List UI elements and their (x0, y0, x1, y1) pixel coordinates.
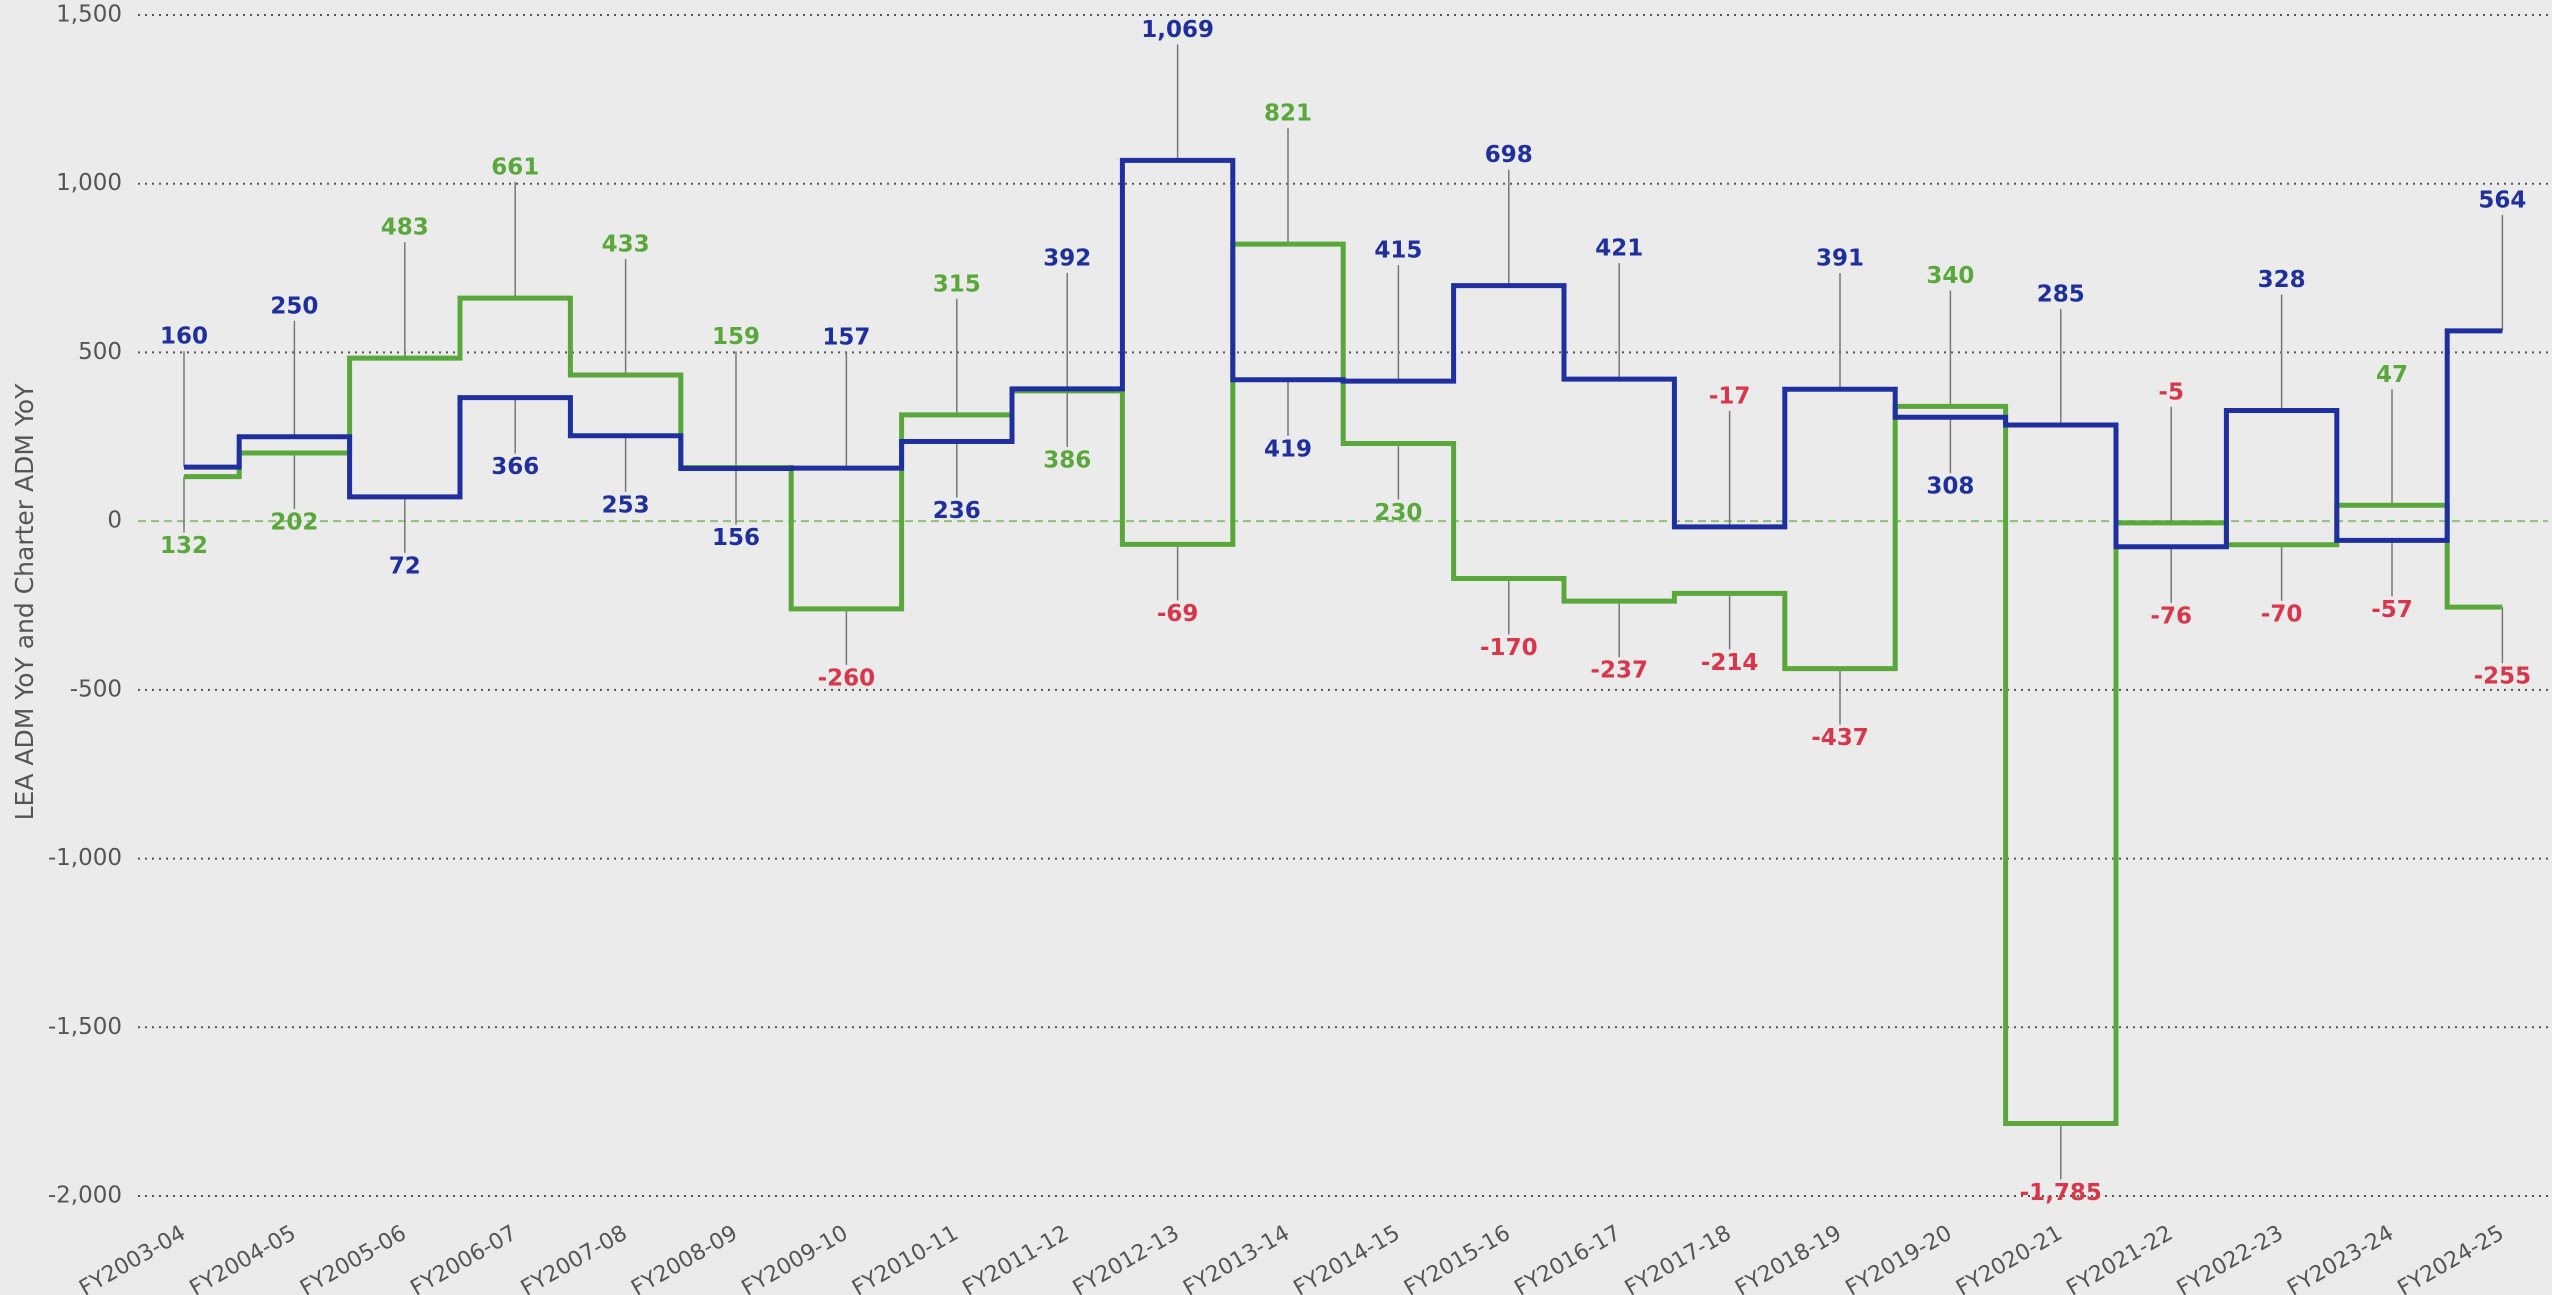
x-tick-label: FY2020-21 (1952, 1221, 2067, 1295)
data-label: 661 (491, 155, 539, 181)
x-tick-label: FY2010-11 (848, 1221, 963, 1295)
data-label: -57 (2371, 597, 2413, 623)
data-label: 160 (160, 324, 208, 350)
x-tick-label: FY2004-05 (186, 1221, 301, 1295)
data-label: -17 (1709, 383, 1751, 409)
y-axis-title: LEA ADM YoY and Charter ADM YoY (10, 383, 39, 821)
data-label: 72 (389, 553, 421, 579)
data-label: 415 (1374, 238, 1422, 264)
y-tick-label: -500 (70, 676, 122, 702)
x-tick-label: FY2006-07 (406, 1221, 521, 1295)
x-tick-label: FY2015-16 (1400, 1221, 1515, 1295)
y-tick-label: -1,500 (48, 1014, 122, 1040)
data-label: 366 (491, 454, 539, 480)
data-label: 1,069 (1141, 17, 1214, 43)
x-tick-label: FY2021-22 (2062, 1221, 2177, 1295)
y-tick-label: 1,500 (56, 2, 122, 28)
data-label: -255 (2474, 664, 2532, 690)
data-label: 564 (2478, 187, 2526, 213)
x-tick-label: FY2011-12 (958, 1221, 1073, 1295)
y-tick-label: 0 (107, 508, 122, 534)
data-label: -237 (1590, 658, 1648, 684)
data-label: 340 (1926, 263, 1974, 289)
data-label: 391 (1816, 246, 1864, 272)
y-tick-label: -1,000 (48, 845, 122, 871)
x-tick-label: FY2012-13 (1069, 1221, 1184, 1295)
x-tick-label: FY2003-04 (75, 1221, 190, 1295)
data-label: 308 (1926, 474, 1974, 500)
data-label: 315 (933, 271, 981, 297)
data-label: 419 (1264, 436, 1312, 462)
step-line (184, 241, 2503, 1126)
x-tick-label: FY2017-18 (1621, 1221, 1736, 1295)
x-tick-label: FY2008-09 (627, 1221, 742, 1295)
data-label: 236 (933, 498, 981, 524)
x-tick-label: FY2016-17 (1510, 1221, 1625, 1295)
x-tick-label: FY2022-23 (2173, 1221, 2288, 1295)
data-label: 250 (270, 293, 318, 319)
data-label: -69 (1157, 601, 1199, 627)
data-label: 159 (712, 324, 760, 350)
data-label: 328 (2258, 267, 2306, 293)
data-label: 421 (1595, 236, 1643, 262)
data-label: -76 (2150, 603, 2192, 629)
x-tick-label: FY2013-14 (1179, 1221, 1294, 1295)
step-line (184, 157, 2503, 550)
data-label: 433 (602, 232, 650, 258)
x-tick-label: FY2014-15 (1290, 1221, 1405, 1295)
data-label: 157 (822, 325, 870, 351)
data-label: -70 (2261, 601, 2303, 627)
data-label: 230 (1374, 500, 1422, 526)
y-tick-label: 500 (78, 339, 122, 365)
x-tick-label: FY2019-20 (1842, 1221, 1957, 1295)
x-tick-label: FY2007-08 (517, 1221, 632, 1295)
data-label: -260 (818, 665, 876, 691)
data-label: 483 (381, 215, 429, 241)
data-label: 47 (2376, 362, 2408, 388)
data-label: -214 (1701, 650, 1759, 676)
data-label: 821 (1264, 101, 1312, 127)
x-tick-label: FY2009-10 (738, 1221, 853, 1295)
data-label: 202 (270, 509, 318, 535)
x-tick-label: FY2018-19 (1731, 1221, 1846, 1295)
x-tick-label: FY2024-25 (2394, 1221, 2509, 1295)
data-label: 386 (1043, 447, 1091, 473)
data-label: 392 (1043, 245, 1091, 271)
data-label: -437 (1811, 725, 1869, 751)
data-label: -1,785 (2020, 1180, 2102, 1206)
x-tick-label: FY2005-06 (296, 1221, 411, 1295)
data-label: 698 (1485, 142, 1533, 168)
data-label: -170 (1480, 635, 1538, 661)
data-label: 156 (712, 525, 760, 551)
data-label: 285 (2037, 281, 2085, 307)
data-label: 132 (160, 533, 208, 559)
y-tick-label: 1,000 (56, 170, 122, 196)
y-tick-label: -2,000 (48, 1183, 122, 1209)
data-label: -5 (2158, 379, 2184, 405)
x-tick-label: FY2023-24 (2283, 1221, 2398, 1295)
data-label: 253 (602, 492, 650, 518)
